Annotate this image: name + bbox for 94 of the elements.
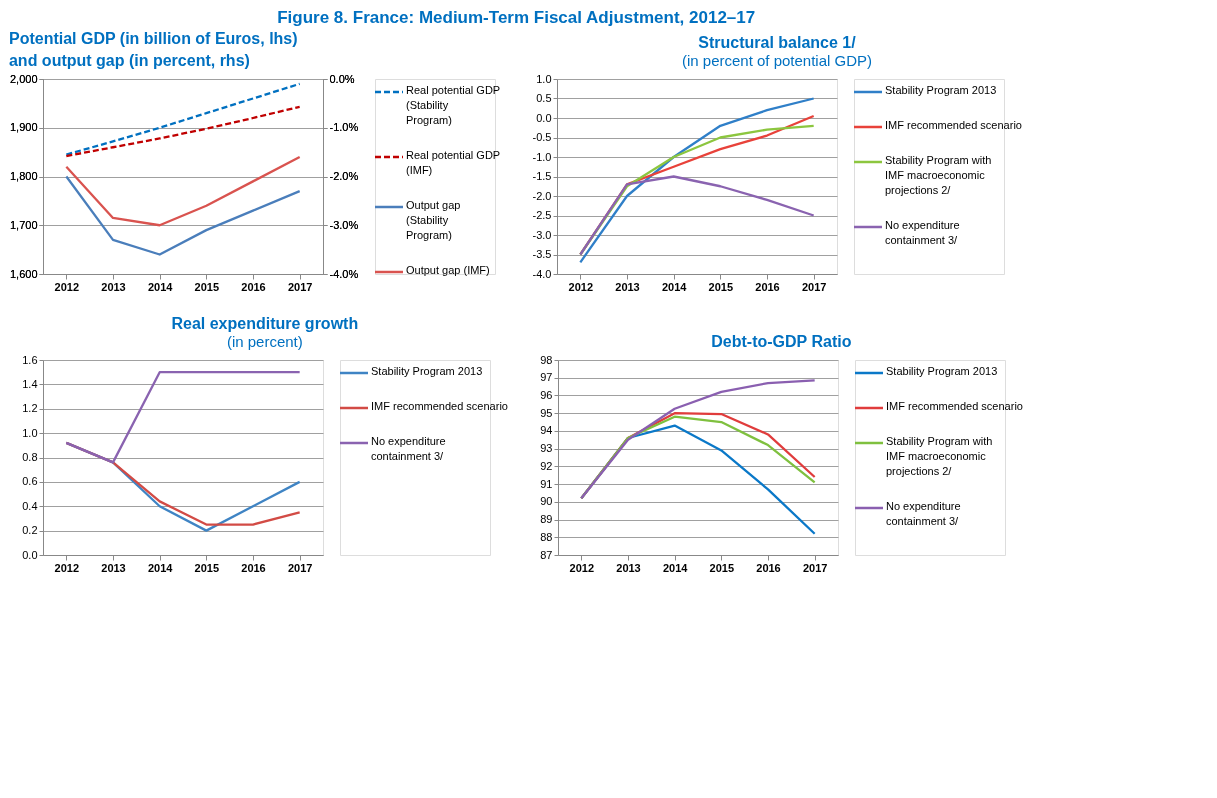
chart-subtitle: (in percent) xyxy=(226,332,303,350)
chart-title: Structural balance 1/ xyxy=(698,33,857,51)
x-tick-label: 2012 xyxy=(54,561,80,574)
y-tick-label: -3.5 xyxy=(532,248,552,260)
legend-label: IMF recommended scenario xyxy=(371,400,508,412)
x-tick-label: 2013 xyxy=(615,280,640,293)
x-tick-label: 2016 xyxy=(755,280,780,293)
line-series xyxy=(579,175,815,256)
y-tick-label: 0.2 xyxy=(22,524,38,537)
y-tick-label: 91 xyxy=(540,477,553,490)
x-tick-label: 2016 xyxy=(756,561,781,574)
y-tick-label: 1.0 xyxy=(22,426,38,439)
x-tick-label: 2017 xyxy=(801,280,827,293)
chart-title: Debt-to-GDP Ratio xyxy=(711,332,852,350)
y2-tick-label: 0.0% xyxy=(329,72,355,85)
y-tick-label: 87 xyxy=(540,548,553,561)
x-tick-label: 2012 xyxy=(54,280,80,293)
legend-label: Output gap (Stability Program) xyxy=(406,199,461,241)
y-tick-label: 89 xyxy=(540,513,553,526)
line-series xyxy=(580,379,816,500)
x-tick-label: 2013 xyxy=(101,280,126,293)
y-tick-label: 0.4 xyxy=(22,499,38,512)
legend-label: Output gap (IMF) xyxy=(406,264,490,276)
line-series xyxy=(65,175,301,256)
line-series xyxy=(65,105,301,158)
y-tick-label: 1,600 xyxy=(9,267,38,280)
line-series xyxy=(65,155,301,227)
x-tick-label: 2012 xyxy=(569,561,595,574)
y-tick-label: 0.5 xyxy=(536,92,552,104)
y-tick-label: -3.0 xyxy=(532,228,552,241)
x-tick-label: 2017 xyxy=(287,561,313,574)
y-tick-label: 0.0 xyxy=(536,111,552,124)
y-tick-label: 1,900 xyxy=(9,121,38,134)
y-tick-label: 97 xyxy=(540,371,553,384)
y-tick-label: -2.5 xyxy=(532,209,552,221)
x-tick-label: 2013 xyxy=(616,561,641,574)
y-tick-label: 88 xyxy=(540,530,553,543)
y-tick-label: 1.6 xyxy=(22,353,38,366)
legend-label: Stability Program 2013 xyxy=(371,365,483,377)
legend-label: Stability Program 2013 xyxy=(885,84,997,96)
legend-label: IMF recommended scenario xyxy=(885,119,1022,131)
y-tick-label: 96 xyxy=(540,388,553,401)
y2-tick-label: -2.0% xyxy=(329,170,359,182)
legend-label: Stability Program with IMF macroeconomic projections 2/ xyxy=(886,435,993,477)
y-tick-label: 1.4 xyxy=(22,377,38,390)
x-tick-label: 2016 xyxy=(241,561,266,574)
legend-label: Real potential GDP (Stability Program) xyxy=(406,84,501,126)
y-tick-label: 2,000 xyxy=(9,72,38,85)
y-tick-label: 0.0 xyxy=(22,548,38,561)
legend-label: No expenditure containment 3/ xyxy=(886,500,961,527)
y-tick-label: 1,800 xyxy=(9,170,38,182)
y-tick-label: 95 xyxy=(540,406,553,419)
y-tick-label: 1,700 xyxy=(9,218,38,231)
y-tick-label: -1.0 xyxy=(532,150,552,163)
y2-tick-label: -4.0% xyxy=(329,267,359,280)
y-tick-label: -1.5 xyxy=(532,170,552,182)
x-tick-label: 2014 xyxy=(662,561,689,574)
x-tick-label: 2017 xyxy=(802,561,828,574)
y-tick-label: 92 xyxy=(540,459,553,472)
x-tick-label: 2017 xyxy=(287,280,313,293)
y-tick-label: 1.0 xyxy=(536,72,552,85)
legend-label: Real potential GDP (IMF) xyxy=(406,149,501,176)
y2-tick-label: -1.0% xyxy=(329,121,359,134)
x-tick-label: 2015 xyxy=(194,280,220,293)
y-tick-label: 1.2 xyxy=(22,402,38,415)
line-series xyxy=(65,82,301,156)
x-tick-label: 2016 xyxy=(241,280,266,293)
x-tick-label: 2015 xyxy=(709,561,735,574)
x-tick-label: 2012 xyxy=(568,280,594,293)
y-tick-label: -0.5 xyxy=(532,131,552,143)
legend-label: No expenditure containment 3/ xyxy=(371,435,446,462)
y-tick-label: 0.8 xyxy=(22,451,38,463)
y-tick-label: -2.0 xyxy=(532,189,552,202)
x-tick-label: 2014 xyxy=(147,561,174,574)
legend-label: Stability Program 2013 xyxy=(886,365,998,377)
y-tick-label: -4.0 xyxy=(532,267,552,280)
legend-label: No expenditure containment 3/ xyxy=(885,219,960,246)
chart-subtitle: (in percent of potential GDP) xyxy=(681,51,873,69)
y-tick-label: 93 xyxy=(540,442,553,455)
chart-title: Real expenditure growth xyxy=(171,314,359,332)
x-tick-label: 2015 xyxy=(194,561,220,574)
y-tick-label: 98 xyxy=(540,353,553,366)
caption: Figure 8. France: Medium-Term Fiscal Adjustment, 2012–17 xyxy=(277,7,756,27)
chart-title: Potential GDP (in billion of Euros, lhs) and output gap (in percent, rhs) xyxy=(8,29,298,69)
x-tick-label: 2014 xyxy=(147,280,174,293)
y2-tick-label: -3.0% xyxy=(329,218,359,231)
x-tick-label: 2014 xyxy=(661,280,688,293)
legend-label: Stability Program with IMF macroeconomic projections 2/ xyxy=(885,154,992,196)
y-tick-label: 94 xyxy=(540,424,553,437)
legend-label: IMF recommended scenario xyxy=(886,400,1023,412)
x-tick-label: 2015 xyxy=(708,280,734,293)
x-tick-label: 2013 xyxy=(101,561,126,574)
y-tick-label: 90 xyxy=(540,495,553,508)
y-tick-label: 0.6 xyxy=(22,475,38,488)
